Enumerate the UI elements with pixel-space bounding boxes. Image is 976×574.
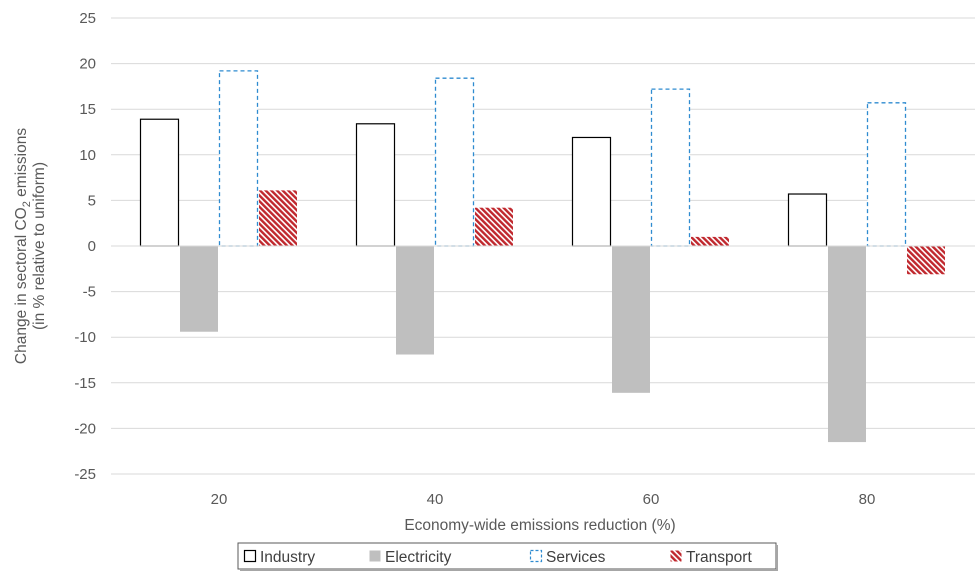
bar-services-60 bbox=[650, 88, 691, 247]
bar-electricity-20 bbox=[180, 246, 218, 332]
bar-electricity-80 bbox=[828, 246, 866, 443]
bar-industry-40 bbox=[355, 123, 396, 247]
bar-electricity-60 bbox=[612, 246, 650, 393]
y-axis-title-line1: Change in sectoral CO2 emissions bbox=[13, 128, 33, 364]
x-tick-labels: 20 40 60 80 bbox=[211, 491, 876, 508]
legend-swatch-industry bbox=[243, 549, 257, 563]
y-tick-label: -20 bbox=[74, 420, 96, 437]
y-tick-label: -25 bbox=[74, 466, 96, 483]
y-tick-label: 5 bbox=[88, 192, 96, 209]
bar-transport-20 bbox=[259, 190, 297, 246]
x-tick-label: 60 bbox=[643, 491, 660, 508]
bar-transport-80 bbox=[907, 246, 945, 275]
y-axis-title: Change in sectoral CO2 emissions (in % r… bbox=[13, 128, 48, 364]
y-tick-labels: 25 20 15 10 5 0 -5 -10 -15 -20 -25 bbox=[74, 10, 96, 483]
bar-industry-60 bbox=[571, 136, 612, 247]
bar-industry-20 bbox=[139, 118, 180, 247]
y-axis-title-line2: (in % relative to uniform) bbox=[31, 162, 48, 330]
legend-label-services: Services bbox=[546, 549, 606, 566]
x-axis-title: Economy-wide emissions reduction (%) bbox=[404, 517, 675, 534]
y-tick-label: 20 bbox=[79, 56, 96, 73]
y-tick-label: 0 bbox=[88, 238, 96, 255]
y-tick-label: 25 bbox=[79, 10, 96, 27]
legend-label-electricity: Electricity bbox=[385, 549, 452, 566]
legend-box bbox=[237, 542, 777, 570]
bars bbox=[111, 70, 975, 443]
y-tick-label: -10 bbox=[74, 329, 96, 346]
y-tick-label: 15 bbox=[79, 101, 96, 118]
y-tick-label: 10 bbox=[79, 147, 96, 164]
legend-swatch-transport bbox=[670, 550, 682, 562]
legend-label-industry: Industry bbox=[260, 549, 315, 566]
legend-swatch-services bbox=[529, 549, 543, 563]
y-tick-label: -5 bbox=[83, 284, 96, 301]
bar-industry-80 bbox=[787, 193, 828, 247]
bar-transport-40 bbox=[475, 207, 513, 246]
legend-swatch-electricity bbox=[369, 550, 381, 562]
bar-services-20 bbox=[218, 70, 259, 247]
y-tick-label: -15 bbox=[74, 375, 96, 392]
bar-services-80 bbox=[866, 102, 907, 247]
x-tick-label: 20 bbox=[211, 491, 228, 508]
bar-electricity-40 bbox=[396, 246, 434, 355]
x-tick-label: 40 bbox=[427, 491, 444, 508]
bar-services-40 bbox=[434, 77, 475, 247]
legend: Industry Electricity Services Transport bbox=[237, 542, 778, 571]
legend-label-transport: Transport bbox=[686, 549, 752, 566]
bar-transport-60 bbox=[691, 236, 729, 246]
x-tick-label: 80 bbox=[859, 491, 876, 508]
